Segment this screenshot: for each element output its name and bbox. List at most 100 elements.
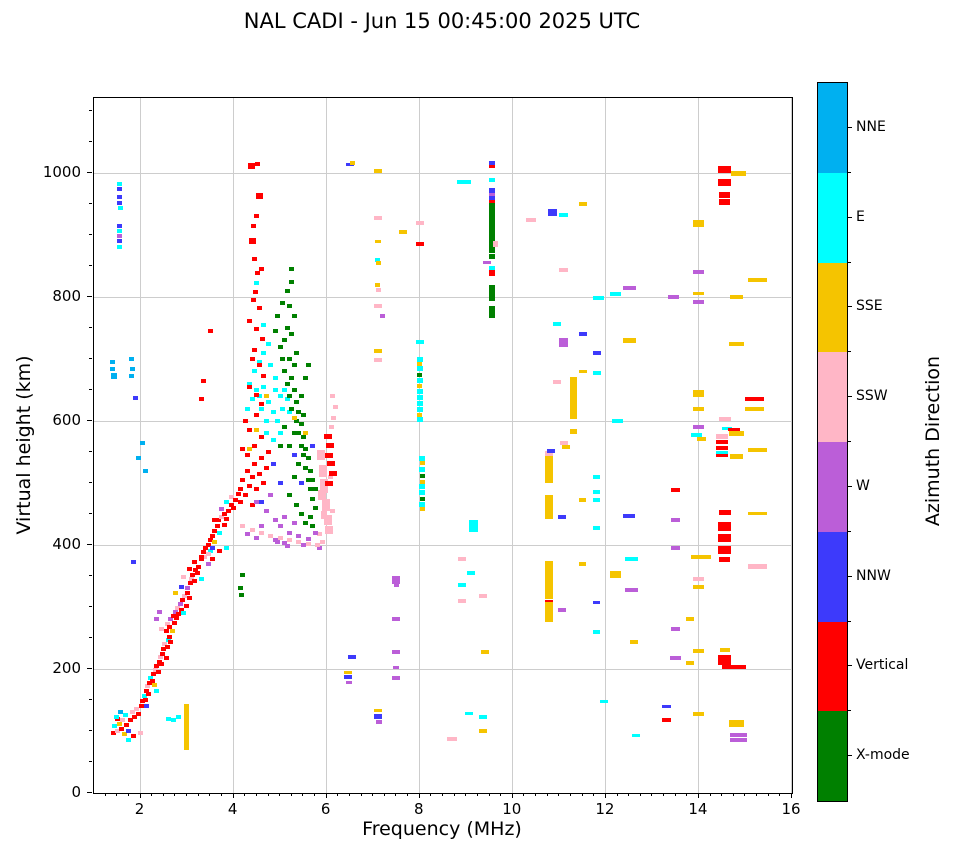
- data-point: [259, 434, 265, 439]
- data-point: [284, 397, 290, 402]
- data-point: [212, 529, 218, 534]
- chart-title: NAL CADI - Jun 15 00:45:00 2025 UTC: [243, 9, 641, 33]
- data-point: [343, 675, 352, 680]
- data-point: [165, 622, 171, 627]
- y-gridline: [94, 297, 792, 298]
- data-point: [307, 515, 313, 520]
- x-minor-tick: [663, 793, 665, 796]
- data-point: [392, 617, 401, 622]
- data-point: [489, 178, 496, 183]
- data-point: [693, 389, 705, 397]
- data-point: [154, 617, 160, 622]
- x-minor-tick: [383, 793, 385, 796]
- data-point: [126, 738, 132, 743]
- data-point: [457, 582, 466, 587]
- data-point: [375, 257, 381, 262]
- data-point: [247, 381, 253, 386]
- data-point: [117, 239, 123, 244]
- data-point: [124, 722, 130, 727]
- data-point: [392, 576, 401, 585]
- data-point: [114, 729, 120, 733]
- data-point: [117, 194, 123, 199]
- data-point: [259, 267, 265, 272]
- colorbar-boundary-tick: [848, 261, 851, 263]
- data-point: [272, 538, 278, 543]
- data-point: [298, 422, 304, 427]
- x-gridline: [511, 98, 513, 793]
- data-point: [419, 479, 425, 484]
- data-point: [417, 384, 423, 389]
- data-point: [235, 492, 241, 497]
- y-tick-label: 1000: [42, 163, 81, 182]
- data-point: [185, 586, 191, 591]
- data-point: [228, 494, 234, 499]
- y-minor-tick: [89, 637, 92, 638]
- data-point: [721, 665, 746, 670]
- data-point: [172, 609, 178, 614]
- data-point: [228, 502, 234, 507]
- y-tick-label: 0: [71, 783, 81, 801]
- data-point: [194, 570, 200, 575]
- data-point: [254, 214, 260, 219]
- data-point: [112, 724, 118, 729]
- data-point: [593, 629, 601, 634]
- data-point: [721, 426, 732, 430]
- data-point: [670, 656, 682, 661]
- data-point: [478, 714, 487, 719]
- data-point: [326, 443, 335, 449]
- y-minor-tick: [89, 606, 92, 607]
- data-point: [329, 394, 335, 399]
- data-point: [252, 347, 258, 352]
- data-point: [146, 691, 152, 696]
- data-point: [632, 734, 641, 738]
- data-point: [289, 406, 295, 411]
- data-point: [480, 649, 489, 654]
- data-point: [579, 561, 587, 566]
- data-point: [219, 507, 225, 512]
- data-point: [716, 446, 729, 451]
- data-point: [718, 545, 732, 554]
- data-point: [254, 499, 260, 504]
- data-point: [129, 366, 135, 371]
- data-point: [693, 585, 705, 590]
- data-point: [747, 278, 767, 283]
- data-point: [132, 715, 138, 720]
- data-point: [247, 446, 253, 451]
- data-point: [286, 530, 292, 535]
- data-point: [457, 556, 466, 561]
- data-point: [314, 543, 320, 547]
- data-point: [156, 659, 162, 664]
- colorbar-tick-label: SSW: [856, 388, 888, 405]
- data-point: [252, 443, 258, 448]
- data-point: [259, 499, 265, 504]
- x-minor-tick: [267, 793, 269, 796]
- data-point: [121, 732, 127, 737]
- y-gridline: [94, 669, 792, 670]
- data-point: [282, 369, 288, 374]
- data-point: [593, 296, 605, 301]
- data-point: [324, 480, 333, 486]
- data-point: [310, 477, 316, 482]
- colorbar-segment: [818, 442, 847, 532]
- data-point: [154, 663, 160, 668]
- data-point: [160, 651, 166, 656]
- data-point: [277, 535, 283, 540]
- data-point: [169, 628, 175, 633]
- data-point: [593, 490, 601, 495]
- data-point: [217, 549, 223, 554]
- data-point: [186, 566, 192, 571]
- data-point: [275, 419, 281, 423]
- data-point: [127, 717, 133, 722]
- data-point: [224, 546, 230, 551]
- y-tick-label: 800: [52, 287, 81, 305]
- data-point: [419, 461, 425, 466]
- data-point: [545, 509, 554, 519]
- colorbar-tick: [848, 306, 852, 308]
- data-point: [254, 392, 260, 397]
- data-point: [250, 298, 256, 303]
- data-point: [716, 451, 729, 456]
- data-point: [671, 627, 681, 632]
- data-point: [730, 170, 746, 176]
- data-point: [212, 518, 218, 523]
- y-minor-tick: [89, 730, 92, 731]
